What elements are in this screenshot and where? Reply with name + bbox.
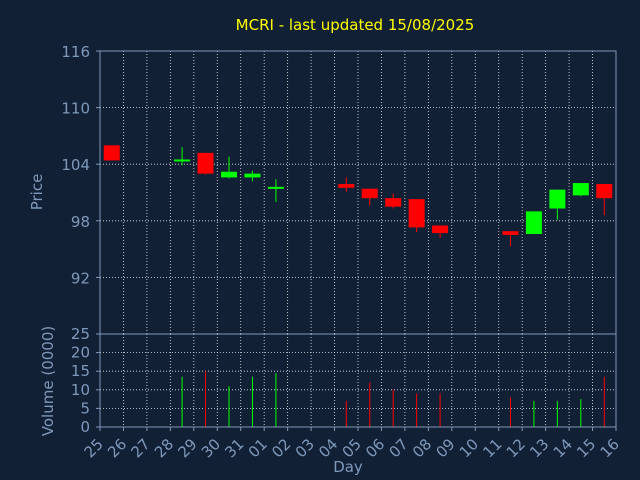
volume-panel (181, 371, 605, 427)
candle-body (525, 211, 542, 235)
x-tick-label: 29 (174, 435, 200, 461)
x-tick-label: 01 (245, 435, 271, 461)
x-tick-label: 02 (268, 435, 294, 461)
candle-body (267, 186, 284, 189)
x-tick-label: 28 (151, 435, 177, 461)
candle-body (244, 173, 261, 178)
x-axis-label: Day (333, 458, 363, 476)
candle-body (197, 152, 214, 174)
x-tick-label: 16 (597, 435, 623, 461)
x-tick-label: 06 (362, 435, 388, 461)
axes: 1161101049892252015105025262728293031010… (61, 43, 622, 461)
x-tick-label: 03 (292, 435, 318, 461)
x-tick-label: 10 (456, 435, 482, 461)
x-tick-label: 07 (386, 435, 412, 461)
volume-axis-label: Volume (0000) (39, 326, 57, 436)
price-tick-label: 110 (61, 100, 90, 118)
x-tick-label: 12 (503, 435, 529, 461)
candle-body (596, 184, 613, 199)
candle-body (572, 183, 589, 196)
candle-body (103, 145, 120, 161)
volume-frame (99, 333, 617, 428)
candle-body (338, 184, 355, 188)
x-tick-label: 13 (526, 435, 552, 461)
candle-body (385, 198, 402, 207)
chart-title: MCRI - last updated 15/08/2025 (236, 16, 475, 34)
x-tick-label: 31 (221, 435, 247, 461)
candle-body (549, 189, 566, 209)
candle-body (502, 231, 519, 235)
candle-body (432, 225, 449, 234)
candle-body (174, 159, 191, 162)
price-tick-label: 98 (71, 213, 90, 231)
x-tick-label: 25 (81, 435, 107, 461)
price-tick-label: 104 (61, 156, 90, 174)
price-panel (103, 145, 613, 247)
price-grid (100, 50, 616, 334)
price-tick-label: 116 (61, 43, 90, 61)
candle-body (408, 199, 425, 228)
volume-grid (100, 333, 616, 428)
volume-tick-label: 5 (80, 399, 90, 417)
candle-body (361, 188, 378, 199)
price-tick-label: 92 (71, 269, 90, 287)
volume-tick-label: 0 (80, 418, 90, 436)
x-tick-label: 08 (409, 435, 435, 461)
x-tick-label: 11 (479, 435, 505, 461)
volume-tick-label: 15 (71, 362, 90, 380)
x-tick-label: 27 (128, 435, 154, 461)
x-tick-label: 15 (573, 435, 599, 461)
price-axis-label: Price (28, 174, 46, 211)
volume-tick-label: 10 (71, 381, 90, 399)
x-tick-label: 14 (550, 435, 576, 461)
volume-tick-label: 25 (71, 325, 90, 343)
volume-tick-label: 20 (71, 344, 90, 362)
x-tick-label: 26 (104, 435, 130, 461)
x-tick-label: 09 (432, 435, 458, 461)
candle-body (221, 171, 237, 178)
x-tick-label: 30 (198, 435, 224, 461)
